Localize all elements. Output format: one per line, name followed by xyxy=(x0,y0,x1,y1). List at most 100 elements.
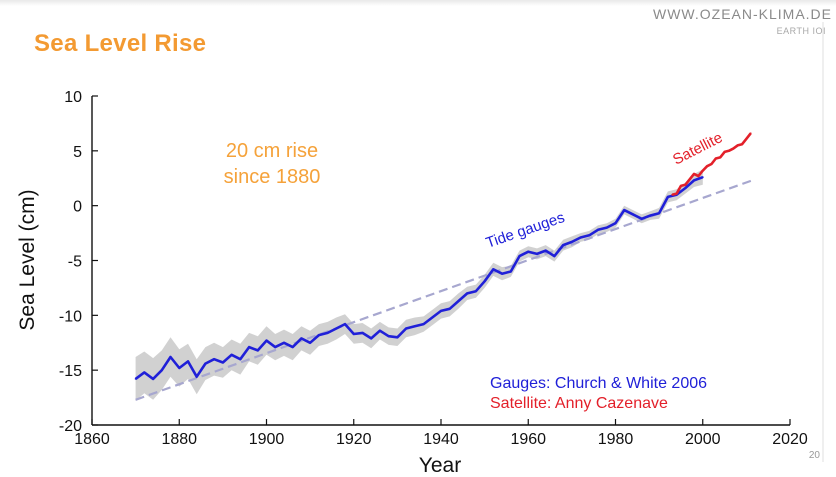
tide-gauges-point xyxy=(684,187,687,190)
tide-gauges-point xyxy=(579,236,582,239)
tide-gauges-label: Tide gauges xyxy=(484,209,567,252)
satellite-point xyxy=(745,137,748,140)
tide-gauges-series-line xyxy=(134,175,704,381)
satellite-point xyxy=(736,144,739,147)
x-tick-label: 2020 xyxy=(772,431,808,448)
uncertainty-band-layer xyxy=(135,169,703,401)
tide-gauges-point xyxy=(283,341,285,344)
tide-gauges-point xyxy=(379,329,381,332)
y-tick-label: 5 xyxy=(73,144,82,161)
tide-gauges-point xyxy=(370,337,373,340)
trend-line xyxy=(135,178,756,401)
tide-gauges-point xyxy=(623,209,626,212)
x-tick-label: 1860 xyxy=(74,431,110,448)
tide-gauges-point xyxy=(344,323,346,325)
x-tick-label: 1920 xyxy=(336,431,372,448)
y-tick-label: 10 xyxy=(64,89,82,106)
satellite-point xyxy=(749,132,752,135)
rise-annotation-line: since 1880 xyxy=(224,166,321,188)
tide-gauges-point xyxy=(614,222,617,225)
tide-gauges-point xyxy=(466,292,469,295)
satellite-point xyxy=(714,157,717,160)
tide-gauges-point xyxy=(571,241,573,243)
slide-title: Sea Level Rise xyxy=(34,30,207,57)
tide-gauges-point xyxy=(265,339,268,342)
satellite-point xyxy=(741,143,743,146)
y-tick-label: -5 xyxy=(68,254,82,271)
tide-gauges-point xyxy=(457,300,460,302)
tide-gauges-point xyxy=(658,212,660,215)
y-tick-label: -10 xyxy=(59,308,82,325)
tide-gauges-point xyxy=(448,307,451,310)
tide-gauges-point xyxy=(396,336,399,339)
tide-gauges-point xyxy=(405,327,407,330)
tide-gauges-point xyxy=(143,371,146,374)
tide-gauges-point xyxy=(222,361,224,364)
tide-gauges-point xyxy=(230,353,233,356)
site-subtitle: EARTH IOI xyxy=(776,26,826,36)
tide-gauges-point xyxy=(291,346,294,348)
tide-gauges-point xyxy=(204,362,207,365)
satellite-point xyxy=(732,147,735,150)
axes-layer xyxy=(91,95,791,426)
tide-gauges-point xyxy=(431,316,434,319)
tide-gauges-point xyxy=(187,360,189,363)
tide-gauges-point xyxy=(536,253,538,255)
tide-gauges-point xyxy=(562,244,565,247)
rise-annotation-line: 20 cm rise xyxy=(226,140,318,162)
series-layer xyxy=(134,132,752,381)
x-tick-label: 1960 xyxy=(510,431,546,448)
satellite-point xyxy=(688,178,691,181)
tide-gauges-point xyxy=(422,323,425,325)
tide-gauges-point xyxy=(195,375,198,378)
trend-layer xyxy=(135,178,756,401)
y-tick-label: -15 xyxy=(59,363,82,380)
tide-gauges-point xyxy=(501,272,503,275)
tide-gauges-point xyxy=(178,367,181,369)
header-bar xyxy=(0,0,836,6)
tide-gauges-point xyxy=(518,255,521,257)
tide-gauges-point xyxy=(152,378,155,380)
tide-gauges-point xyxy=(632,213,634,216)
legend-entry: Gauges: Church & White 2006 xyxy=(490,375,707,392)
tide-gauges-point xyxy=(256,349,259,352)
satellite-point xyxy=(719,156,722,159)
tide-gauges-point xyxy=(693,179,695,182)
satellite-label: Satellite xyxy=(670,129,725,168)
tide-gauges-point xyxy=(413,325,416,328)
tide-gauges-point xyxy=(361,332,364,334)
tide-gauges-point xyxy=(475,290,477,293)
y-axis-title: Sea Level (cm) xyxy=(16,189,39,330)
tide-gauges-point xyxy=(248,346,251,348)
tide-gauges-point xyxy=(352,333,355,335)
tide-gauges-point xyxy=(597,228,599,231)
satellite-point xyxy=(675,192,678,195)
slide-edge-rule xyxy=(822,22,824,462)
x-tick-label: 1980 xyxy=(598,431,634,448)
satellite-point xyxy=(671,193,674,196)
tide-gauges-point xyxy=(300,337,303,340)
tide-gauges-point xyxy=(492,268,495,271)
tide-gauges-point xyxy=(701,176,704,179)
tide-gauges-point xyxy=(527,250,530,253)
satellite-point xyxy=(680,185,682,187)
x-tick-label: 1880 xyxy=(161,431,197,448)
tide-gauges-point xyxy=(387,335,390,338)
tide-gauges-point xyxy=(509,270,512,273)
tide-gauges-point xyxy=(274,346,277,348)
tide-gauges-point xyxy=(483,280,486,283)
tide-gauges-point xyxy=(169,356,172,358)
tide-gauges-point xyxy=(640,217,643,220)
tide-gauges-point xyxy=(649,214,652,217)
x-axis-title: Year xyxy=(419,454,461,477)
tide-gauges-point xyxy=(544,249,547,252)
tide-gauges-point xyxy=(605,226,608,229)
satellite-point xyxy=(706,165,708,168)
tide-gauges-point xyxy=(588,234,591,237)
chart-text-layer: 1860 1880 1900 1920 1940 1960 1980 2000 2020 10 5 0… xyxy=(16,89,808,477)
tide-gauges-point xyxy=(134,378,137,380)
tide-gauges-point xyxy=(667,196,669,198)
y-tick-label: 0 xyxy=(73,199,82,216)
